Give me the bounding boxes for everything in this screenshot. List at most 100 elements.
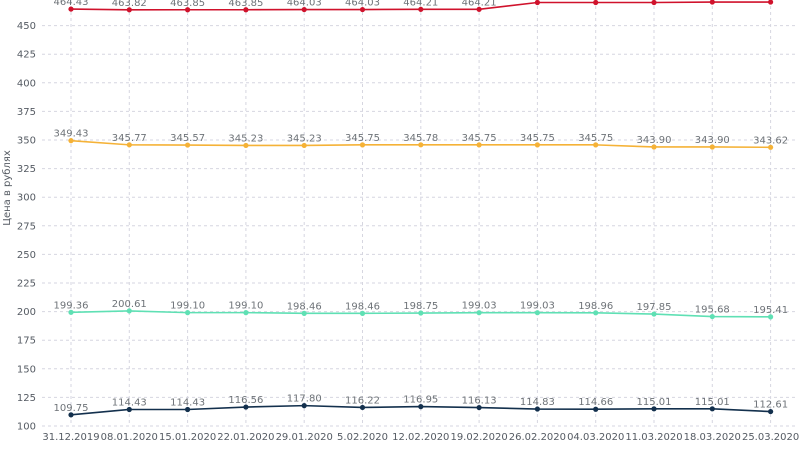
data-label: 343.90 (637, 135, 672, 146)
data-label: 345.23 (228, 133, 263, 144)
data-point[interactable] (709, 0, 715, 5)
series-2: 349.43 345.77 345.57 345.23 345.23 345.75 345.… (54, 129, 788, 150)
data-point[interactable] (418, 6, 424, 12)
data-label: 464.43 (54, 0, 89, 8)
data-point[interactable] (359, 404, 366, 411)
data-point[interactable] (768, 144, 774, 150)
x-tick-label: 18.03.2020 (684, 432, 741, 443)
data-point[interactable] (68, 138, 74, 144)
data-point[interactable] (68, 412, 74, 418)
data-point[interactable] (651, 144, 657, 150)
data-label: 345.75 (462, 133, 497, 144)
data-point[interactable] (651, 0, 657, 6)
y-tick-label: 325 (17, 164, 36, 175)
data-point[interactable] (768, 0, 774, 5)
data-point[interactable] (243, 142, 249, 149)
y-tick-label: 125 (17, 393, 36, 404)
x-tick-label: 29.01.2020 (276, 432, 333, 443)
grid (42, 0, 798, 427)
data-point[interactable] (476, 404, 482, 411)
data-point[interactable] (534, 310, 541, 316)
data-label: 109.75 (54, 403, 89, 414)
data-point[interactable] (68, 309, 74, 315)
data-label: 114.43 (170, 397, 205, 408)
data-label: 117.80 (287, 394, 322, 405)
data-point[interactable] (243, 310, 249, 316)
data-label: 199.10 (170, 301, 205, 312)
data-point[interactable] (476, 142, 482, 148)
data-point[interactable] (301, 6, 307, 13)
data-point[interactable] (709, 406, 715, 412)
x-tick-label: 5.02.2020 (337, 432, 388, 443)
y-tick-label: 175 (17, 336, 36, 347)
data-label: 463.85 (228, 0, 263, 9)
data-label: 112.61 (753, 400, 788, 411)
data-point[interactable] (418, 142, 424, 148)
data-label: 198.46 (345, 301, 380, 312)
x-tick-label: 08.01.2020 (101, 432, 158, 443)
x-axis-ticks: 31.12.2019 08.01.2020 15.01.2020 22.01.2020… (42, 432, 799, 443)
y-tick-label: 225 (17, 279, 36, 290)
data-point[interactable] (185, 310, 191, 316)
data-point[interactable] (534, 406, 541, 412)
data-label: 116.56 (228, 395, 263, 406)
data-point[interactable] (301, 310, 307, 316)
data-label: 343.62 (753, 135, 788, 146)
data-point[interactable] (301, 403, 307, 409)
data-point[interactable] (185, 142, 191, 148)
data-point[interactable] (709, 144, 715, 150)
data-point[interactable] (359, 142, 366, 148)
data-point[interactable] (534, 0, 540, 6)
data-point[interactable] (418, 404, 424, 410)
data-label: 198.46 (287, 301, 322, 312)
data-point[interactable] (359, 310, 366, 316)
data-point[interactable] (476, 6, 482, 12)
y-tick-label: 350 (17, 136, 36, 147)
data-label: 114.66 (578, 397, 613, 408)
data-label: 345.23 (287, 133, 322, 144)
data-point[interactable] (185, 406, 191, 413)
data-point[interactable] (651, 311, 657, 317)
data-point[interactable] (359, 6, 366, 13)
data-point[interactable] (593, 0, 599, 6)
x-tick-label: 31.12.2019 (42, 432, 99, 443)
data-point[interactable] (243, 7, 249, 13)
series-group: 464.43 463.82 463.85 463.85 464.03 464.03 464.… (54, 0, 788, 418)
x-tick-label: 25.03.2020 (742, 432, 799, 443)
data-point[interactable] (185, 7, 191, 13)
data-label: 199.03 (520, 301, 555, 312)
data-label: 199.10 (228, 301, 263, 312)
data-point[interactable] (126, 7, 132, 13)
series-4: 109.75 114.43 114.43 116.56 117.80 116.22 116.… (54, 394, 788, 418)
data-point[interactable] (593, 142, 599, 148)
x-tick-label: 15.01.2020 (159, 432, 216, 443)
y-tick-label: 450 (17, 21, 36, 32)
y-axis-title: Цена в рублях (2, 150, 13, 226)
data-point[interactable] (768, 408, 774, 415)
data-label: 197.85 (637, 302, 672, 313)
data-point[interactable] (126, 406, 132, 413)
data-point[interactable] (301, 142, 307, 149)
data-point[interactable] (593, 310, 599, 316)
data-label: 345.57 (170, 133, 205, 144)
y-axis-ticks: 100 125 150 175 200 225 250 275 300 325 350 375 400 4… (17, 21, 36, 432)
data-point[interactable] (126, 308, 132, 314)
y-tick-label: 275 (17, 221, 36, 232)
x-tick-label: 12.02.2020 (392, 432, 449, 443)
data-point[interactable] (476, 310, 482, 316)
data-point[interactable] (593, 406, 599, 412)
data-point[interactable] (243, 404, 249, 410)
data-label: 195.68 (695, 305, 730, 316)
data-point[interactable] (651, 406, 657, 412)
data-point[interactable] (126, 142, 132, 148)
data-label: 115.01 (695, 397, 730, 408)
data-point[interactable] (534, 142, 541, 148)
data-point[interactable] (768, 314, 774, 320)
data-point[interactable] (418, 310, 424, 316)
data-label: 464.21 (462, 0, 497, 8)
data-point[interactable] (68, 6, 74, 12)
data-label: 463.82 (112, 0, 147, 9)
data-point[interactable] (709, 313, 715, 320)
